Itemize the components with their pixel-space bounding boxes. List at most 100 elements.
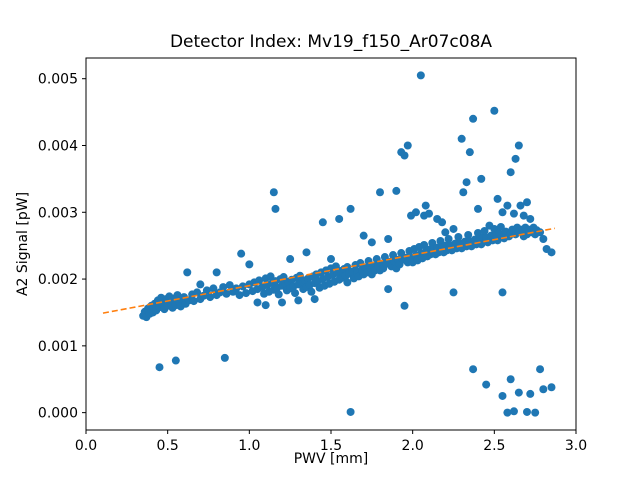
- scatter-point: [536, 365, 545, 374]
- scatter-point: [490, 106, 499, 115]
- scatter-point: [384, 234, 393, 243]
- y-axis-label: A2 Signal [pW]: [15, 192, 31, 296]
- scatter-point: [464, 230, 473, 239]
- scatter-point: [274, 290, 283, 299]
- scatter-point: [509, 209, 518, 218]
- scatter-point: [474, 204, 482, 213]
- scatter-point: [237, 249, 246, 258]
- x-tick-label: 0.0: [75, 438, 97, 454]
- scatter-point: [547, 383, 556, 392]
- scatter-point: [291, 289, 300, 298]
- scatter-point: [206, 293, 215, 302]
- scatter-point: [506, 168, 515, 177]
- scatter-point: [514, 388, 523, 397]
- scatter-point: [189, 297, 198, 306]
- scatter-point: [242, 289, 251, 298]
- scatter-point: [343, 278, 352, 287]
- scatter-point: [384, 285, 393, 294]
- scatter-point: [421, 201, 430, 210]
- scatter-point: [367, 238, 376, 247]
- x-tick-label: 2.5: [483, 438, 505, 454]
- scatter-point: [271, 204, 280, 213]
- scatter-point: [209, 284, 218, 293]
- scatter-point: [539, 234, 548, 243]
- scatter-point: [212, 268, 221, 277]
- scatter-point: [511, 154, 520, 163]
- scatter-point: [220, 353, 229, 362]
- scatter-point: [465, 148, 474, 157]
- scatter-point: [503, 408, 512, 417]
- scatter-point: [519, 211, 528, 220]
- scatter-point: [516, 201, 525, 210]
- scatter-point: [238, 282, 247, 291]
- chart-title: Detector Index: Mv19_f150_Ar07c08A: [170, 32, 492, 52]
- scatter-point: [294, 296, 303, 305]
- scatter-point: [469, 365, 478, 374]
- scatter-point: [503, 201, 512, 210]
- scatter-point: [400, 151, 409, 160]
- scatter-point: [392, 186, 401, 195]
- scatter-point: [477, 174, 486, 183]
- plot-area: 0.0 0.5 1.0 1.5 2.0 2.5 3.0 0.000 0.001 0.002 0.00…: [38, 57, 587, 454]
- scatter-point: [255, 276, 264, 285]
- scatter-point: [416, 71, 425, 80]
- scatter-point: [531, 408, 540, 417]
- x-tick-label: 1.5: [320, 438, 342, 454]
- scatter-point: [318, 218, 327, 227]
- y-tick-label: 0.004: [38, 138, 78, 154]
- scatter-point: [346, 204, 355, 213]
- scatter-point: [202, 286, 211, 295]
- y-tick-label: 0.002: [38, 272, 78, 288]
- axes-spines: [85, 57, 577, 431]
- scatter-point: [523, 407, 531, 416]
- scatter-point: [278, 298, 286, 307]
- scatter-point: [269, 188, 278, 197]
- y-tick-label: 0.003: [38, 205, 78, 221]
- scatter-point: [454, 232, 463, 241]
- scatter-point: [400, 301, 409, 310]
- scatter-point: [498, 208, 507, 217]
- scatter-point: [469, 114, 478, 123]
- scatter-point: [526, 389, 535, 398]
- scatter-point: [462, 178, 471, 187]
- scatter-point: [307, 287, 316, 296]
- scatter-point: [261, 301, 270, 310]
- scatter-point: [498, 288, 507, 297]
- scatter-point: [480, 226, 489, 235]
- scatter-point: [245, 260, 254, 269]
- scatter-point: [539, 385, 548, 394]
- scatter-point: [403, 141, 412, 150]
- scatter-point: [547, 248, 556, 257]
- scatter-point: [411, 208, 420, 217]
- scatter-point: [346, 407, 355, 416]
- scatter-point: [155, 363, 164, 372]
- scatter-point: [438, 218, 447, 227]
- x-tick-label: 0.5: [157, 438, 179, 454]
- scatter-point: [310, 295, 319, 304]
- scatter-point: [514, 141, 523, 150]
- scatter-point: [526, 214, 535, 223]
- x-axis-label: PWV [mm]: [294, 451, 369, 467]
- scatter-point: [171, 356, 180, 365]
- scatter-point: [457, 134, 466, 143]
- scatter-point: [493, 236, 502, 245]
- trend-line: [102, 227, 555, 314]
- y-tick-label: 0.000: [38, 406, 78, 422]
- scatter-point: [449, 224, 458, 233]
- y-tick-label: 0.001: [38, 339, 78, 355]
- scatter-point: [482, 380, 491, 389]
- scatter-point: [193, 288, 202, 297]
- scatter-point: [335, 214, 344, 223]
- scatter-point: [235, 291, 244, 300]
- scatter-point: [493, 194, 502, 203]
- y-tick-label: 0.005: [38, 72, 78, 88]
- scatter-point: [327, 255, 335, 264]
- scatter-point: [509, 407, 518, 416]
- scatter-point: [173, 291, 182, 300]
- x-tick-label: 2.0: [402, 438, 424, 454]
- scatter-point: [222, 289, 231, 298]
- scatter-point: [196, 280, 205, 289]
- scatter-point: [441, 228, 450, 237]
